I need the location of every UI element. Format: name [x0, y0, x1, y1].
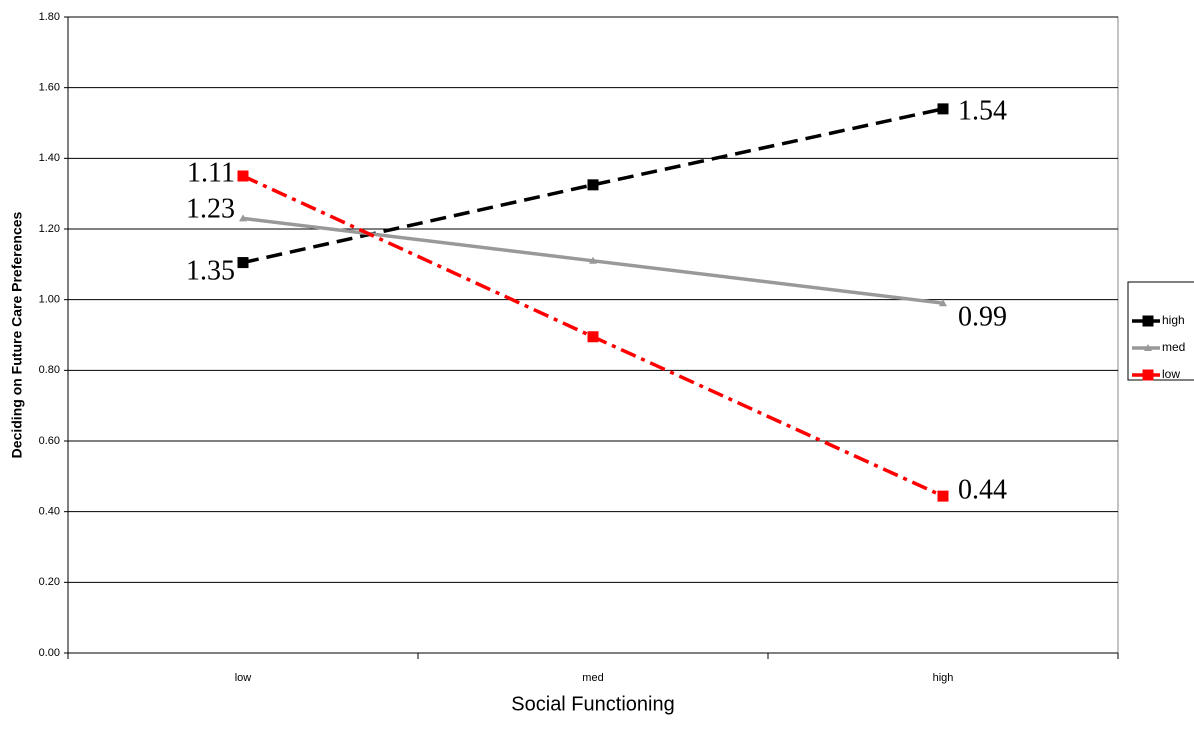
y-tick-label: 1.60: [39, 82, 60, 94]
point: [239, 214, 247, 222]
point: [937, 103, 949, 115]
point: [939, 299, 947, 307]
y-tick-label: 1.00: [39, 294, 60, 306]
annotation: 1.23: [186, 193, 235, 224]
point: [237, 257, 249, 269]
annotation: 0.99: [958, 301, 1007, 332]
annotation: 1.11: [187, 157, 235, 188]
legend-marker: [1142, 369, 1154, 381]
y-tick-label: 1.40: [39, 152, 60, 164]
x-tick-label: med: [582, 672, 603, 684]
legend-marker: [1142, 315, 1154, 327]
y-tick-label: 1.80: [39, 11, 60, 23]
x-tick-label: low: [235, 672, 252, 684]
legend-label: low: [1162, 367, 1180, 381]
legend-label: high: [1162, 313, 1185, 327]
x-tick-label: high: [933, 672, 954, 684]
legend-box: [1127, 281, 1194, 381]
point: [589, 256, 597, 264]
y-tick-label: 0.80: [39, 364, 60, 376]
legend-marker: [1144, 344, 1152, 351]
y-axis-title: Deciding on Future Care Preferences: [9, 211, 25, 458]
y-tick-label: 0.00: [39, 647, 60, 659]
y-tick-label: 1.20: [39, 223, 60, 235]
y-tick-label: 0.20: [39, 576, 60, 588]
point: [587, 331, 599, 343]
x-axis-title: Social Functioning: [511, 693, 674, 715]
annotation: 1.35: [186, 255, 235, 286]
point: [587, 179, 599, 191]
annotation: 0.44: [958, 474, 1007, 505]
annotation: 1.54: [958, 95, 1007, 126]
y-tick-label: 0.40: [39, 506, 60, 518]
point: [237, 170, 249, 182]
y-tick-label: 0.60: [39, 435, 60, 447]
legend-label: med: [1162, 340, 1185, 354]
point: [937, 490, 949, 502]
